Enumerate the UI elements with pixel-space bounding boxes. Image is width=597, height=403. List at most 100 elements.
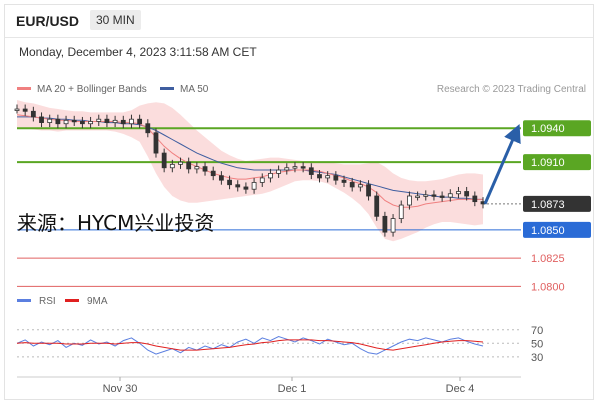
candle-body-17 xyxy=(153,132,159,154)
candle-body-19 xyxy=(169,163,175,169)
candle-body-38 xyxy=(325,175,331,179)
candle-body-54 xyxy=(456,191,461,195)
candle-body-46 xyxy=(390,218,396,233)
level-label-5: 1.0800 xyxy=(531,281,565,293)
candle-body-39 xyxy=(333,175,339,181)
candle-body-42 xyxy=(357,184,363,188)
candle-body-30 xyxy=(259,177,265,183)
header-bar: EUR/USD 30 MIN xyxy=(5,5,593,38)
candle-body-20 xyxy=(178,161,183,165)
candle-body-12 xyxy=(112,119,118,123)
level-label-4: 1.0825 xyxy=(531,253,565,265)
candle-body-37 xyxy=(317,174,322,179)
candle-body-56 xyxy=(472,195,478,203)
level-label-0: 1.0940 xyxy=(531,123,565,135)
candle-body-2 xyxy=(30,110,36,118)
candle-body-25 xyxy=(218,175,224,181)
candle-body-7 xyxy=(71,119,77,123)
legend-swatch-ma50 xyxy=(160,87,174,90)
candle-body-27 xyxy=(235,184,241,188)
candle-body-24 xyxy=(210,170,216,177)
candle-body-49 xyxy=(415,195,420,198)
candle-body-44 xyxy=(374,195,380,217)
candle-body-33 xyxy=(284,167,290,171)
level-tag-2 xyxy=(523,195,591,212)
candle-body-55 xyxy=(464,191,470,197)
candle-body-15 xyxy=(137,118,143,125)
candle-body-5 xyxy=(55,118,61,125)
level-label-2: 1.0873 xyxy=(531,199,565,211)
candle-body-6 xyxy=(63,119,69,125)
candle-body-22 xyxy=(194,166,200,170)
candle-body-52 xyxy=(439,195,445,198)
x-tick-label-2: Dec 4 xyxy=(446,383,475,395)
legend-swatch-ma20 xyxy=(17,87,31,90)
candle-body-16 xyxy=(145,123,151,134)
rsi-ma-line xyxy=(16,339,484,351)
rsi-tick-0: 70 xyxy=(531,325,543,337)
timestamp: Monday, December 4, 2023 3:11:58 AM CET xyxy=(19,45,257,59)
candle-body-48 xyxy=(407,195,412,206)
candle-body-32 xyxy=(276,169,282,174)
candle-body-10 xyxy=(96,118,102,122)
chart-canvas: MA 20 + Bollinger Bands MA 50 Research ©… xyxy=(14,84,591,395)
level-tag-0 xyxy=(523,120,591,137)
legend-9ma: 9MA xyxy=(87,296,108,307)
legend-ma20: MA 20 + Bollinger Bands xyxy=(37,84,147,95)
ma20-line xyxy=(16,114,483,208)
candle-body-53 xyxy=(447,193,453,198)
candle-body-21 xyxy=(186,161,192,170)
watermark-text: 来源：HYCM兴业投资 xyxy=(17,211,214,235)
rsi-line xyxy=(16,335,484,355)
candle-body-1 xyxy=(22,108,28,112)
candle-body-43 xyxy=(366,184,371,197)
candle-body-4 xyxy=(47,118,53,123)
level-label-3: 1.0850 xyxy=(531,225,565,237)
candle-body-41 xyxy=(349,182,355,188)
candle-body-0 xyxy=(14,108,20,111)
candle-body-31 xyxy=(268,173,273,179)
research-credit: Research © 2023 Trading Central xyxy=(437,84,586,95)
rsi-legend: RSI 9MA xyxy=(17,296,108,307)
candle-body-3 xyxy=(39,116,44,123)
rsi-tick-1: 50 xyxy=(531,338,543,350)
candle-body-23 xyxy=(202,166,208,172)
legend-swatch-9ma xyxy=(65,299,79,302)
candle-body-40 xyxy=(341,179,347,183)
candle-body-29 xyxy=(251,182,257,190)
level-label-1: 1.0910 xyxy=(531,157,565,169)
candle-body-35 xyxy=(300,166,306,169)
x-tick-label-0: Nov 30 xyxy=(103,383,138,395)
level-tags: 1.0940 1.0910 1.0873 1.0850 1.0825 1.0800 xyxy=(523,120,591,293)
legend-rsi: RSI xyxy=(39,296,56,307)
x-tick-label-1: Dec 1 xyxy=(278,383,307,395)
candle-body-8 xyxy=(80,121,85,125)
rsi-tick-2: 30 xyxy=(531,352,543,364)
candle-body-11 xyxy=(104,118,110,123)
candle-body-36 xyxy=(308,167,314,175)
currency-pair: EUR/USD xyxy=(16,13,80,29)
bollinger-band xyxy=(17,100,483,242)
legend-ma50: MA 50 xyxy=(180,84,209,95)
x-axis-ticks: Nov 30 Dec 1 Dec 4 xyxy=(103,377,475,395)
level-tag-1 xyxy=(523,154,591,171)
legend-swatch-rsi xyxy=(17,299,31,302)
candle-body-47 xyxy=(398,204,404,219)
candle-body-26 xyxy=(227,179,232,186)
candle-body-28 xyxy=(243,186,249,190)
candle-body-13 xyxy=(120,119,126,125)
chart-widget: EUR/USD 30 MIN Monday, December 4, 2023 … xyxy=(4,4,594,400)
price-candles xyxy=(14,104,486,237)
timeframe-button[interactable]: 30 MIN xyxy=(90,10,141,30)
candle-body-45 xyxy=(382,215,388,233)
candle-body-50 xyxy=(423,194,429,197)
price-levels xyxy=(17,127,521,287)
candle-body-9 xyxy=(88,121,93,125)
projection-arrow xyxy=(483,123,521,205)
candle-body-51 xyxy=(431,194,437,197)
candle-body-18 xyxy=(161,152,167,169)
candle-body-14 xyxy=(129,118,134,125)
price-legend: MA 20 + Bollinger Bands MA 50 Research ©… xyxy=(17,84,586,95)
level-tag-3 xyxy=(523,221,591,238)
